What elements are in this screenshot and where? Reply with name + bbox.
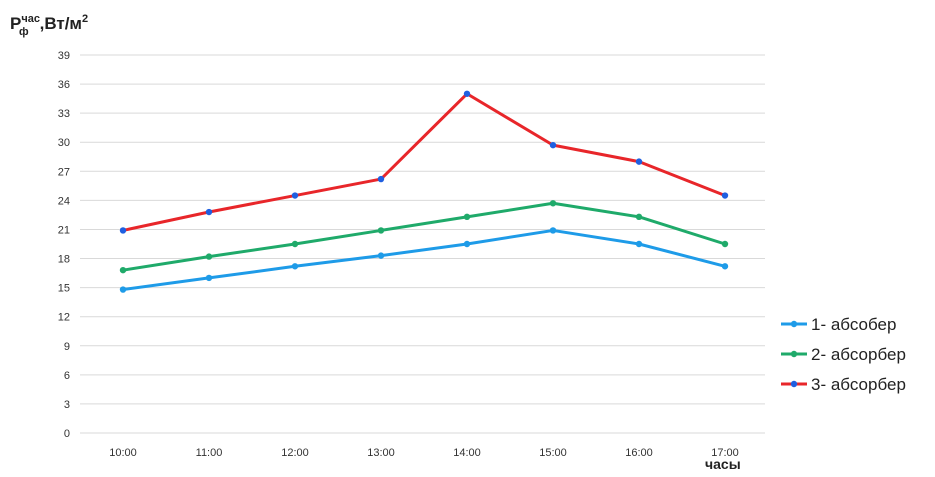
series-3-point	[549, 141, 557, 149]
series-2-point	[205, 253, 213, 260]
y-tick-label: 15	[58, 283, 70, 295]
series-2-point	[463, 213, 471, 221]
series-3	[119, 90, 729, 234]
series-3-point	[119, 227, 127, 234]
legend-marker	[790, 320, 798, 328]
x-tick-label: 13:00	[367, 447, 395, 459]
series-2-point	[635, 213, 643, 221]
series-2-point	[377, 227, 385, 234]
series-2-line	[121, 201, 727, 272]
x-tick-label: 14:00	[453, 447, 481, 459]
y-tick-label: 0	[64, 428, 70, 440]
legend-item-1: 1- абсобер	[781, 315, 896, 334]
y-axis-label: Pчас ф ,Вт/м2	[10, 13, 88, 38]
legend: 1- абсобер 2- абсорбер 3- абсорбер	[781, 315, 906, 394]
legend-item-2: 2- абсорбер	[781, 345, 906, 364]
series-1-point	[721, 263, 729, 270]
x-tick-label: 16:00	[625, 447, 653, 459]
y-tick-label: 33	[58, 108, 70, 120]
series-3-point	[721, 192, 729, 199]
series-3-point	[635, 158, 643, 165]
y-tick-label: 3	[64, 399, 70, 411]
series-1-point	[463, 240, 471, 248]
legend-marker	[790, 380, 798, 388]
series-1	[119, 227, 729, 293]
series-3-point	[291, 192, 299, 199]
x-axis-label: часы	[705, 456, 741, 472]
y-tick-label: 39	[58, 50, 70, 62]
series-3-line	[121, 92, 727, 232]
series-2-point	[291, 240, 299, 248]
x-tick-label: 10:00	[109, 447, 137, 459]
y-tick-label: 18	[58, 254, 70, 266]
series-3-point	[377, 175, 385, 183]
y-tick-label: 6	[64, 370, 70, 382]
series-1-point	[291, 263, 299, 270]
series-2-point	[119, 266, 127, 274]
series-2	[119, 200, 729, 274]
series-1-point	[377, 252, 385, 259]
y-tick-label: 27	[58, 166, 70, 178]
series-1-point	[549, 227, 557, 234]
y-tick-label: 12	[58, 312, 70, 324]
legend-marker	[790, 350, 798, 358]
y-tick-label: 24	[58, 195, 70, 207]
series-1-point	[119, 286, 127, 293]
series-1-point	[205, 274, 213, 282]
legend-label: 3- абсорбер	[811, 375, 906, 394]
x-tick-label: 15:00	[539, 447, 567, 459]
gridlines	[80, 54, 765, 434]
x-axis-ticks: 10:00 11:00 12:00 13:00 14:00 15:00 16:00 17:00	[109, 447, 739, 459]
legend-item-3: 3- абсорбер	[781, 375, 906, 394]
x-tick-label: 11:00	[196, 447, 223, 459]
series-3-point	[205, 208, 213, 216]
x-tick-label: 17:00	[711, 447, 739, 459]
y-tick-label: 21	[58, 224, 70, 236]
legend-label: 2- абсорбер	[811, 345, 906, 364]
series-3-point	[463, 90, 471, 97]
y-tick-label: 36	[58, 79, 70, 91]
series-lines	[119, 90, 729, 293]
series-2-point	[549, 200, 557, 207]
series-1-point	[635, 240, 643, 248]
x-tick-label: 12:00	[281, 447, 309, 459]
series-1-line	[121, 228, 727, 292]
series-2-point	[721, 240, 729, 248]
legend-label: 1- абсобер	[811, 315, 896, 334]
y-tick-label: 30	[58, 137, 70, 149]
y-tick-label: 9	[64, 341, 70, 353]
